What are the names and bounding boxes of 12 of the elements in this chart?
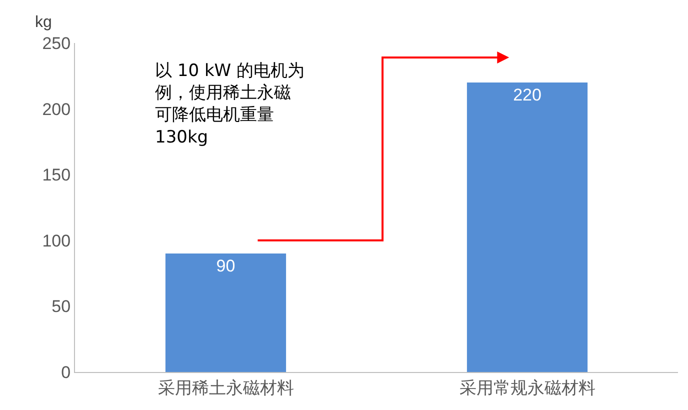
y-tick-label: 0 [61, 362, 71, 382]
x-tick-label: 采用常规永磁材料 [459, 378, 596, 398]
x-tick-label: 采用稀土永磁材料 [158, 378, 294, 398]
annotation: 以 10 kW 的电机为例，使用稀土永磁可降低电机重量130kg [155, 61, 304, 148]
y-tick-label: 200 [42, 100, 71, 119]
y-tick-label: 150 [42, 166, 71, 185]
y-tick-label: 50 [52, 297, 71, 316]
y-tick-label: 100 [42, 231, 71, 250]
y-tick-label: 250 [42, 34, 71, 53]
data-label: 90 [216, 256, 236, 276]
y-axis-title: kg [35, 14, 52, 31]
data-label: 220 [513, 85, 542, 104]
